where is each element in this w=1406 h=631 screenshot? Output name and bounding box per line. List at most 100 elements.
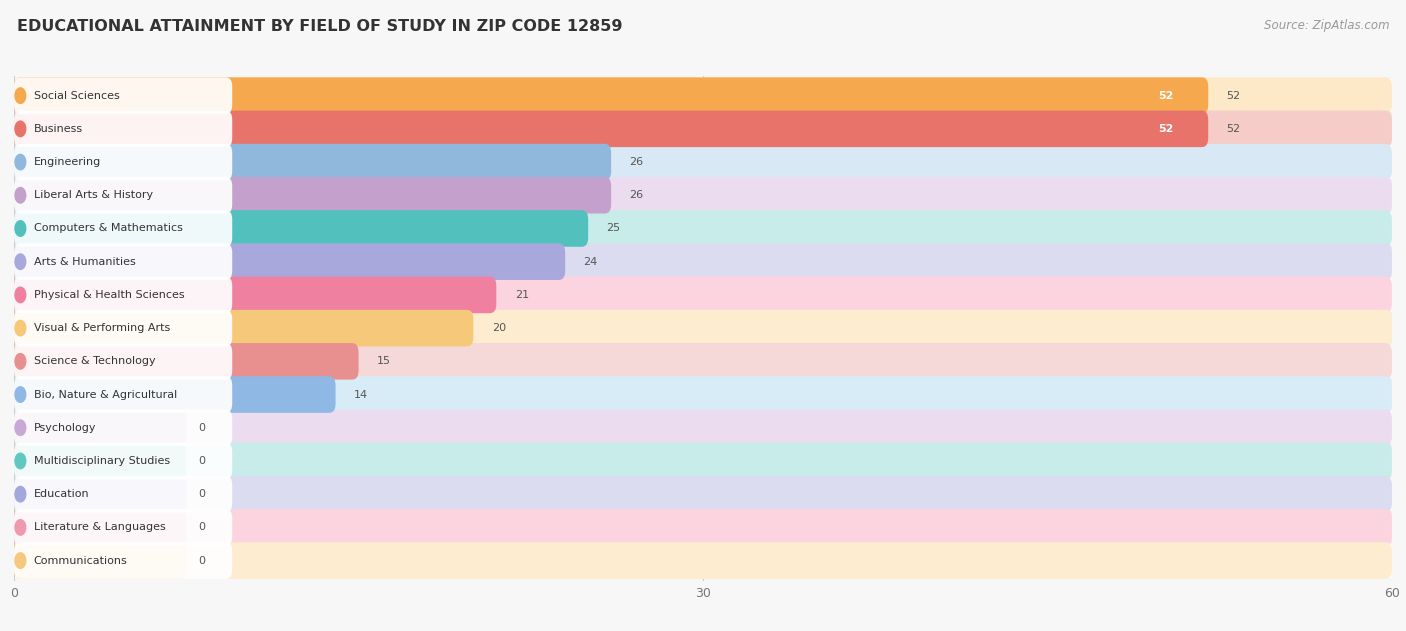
Text: 26: 26 [630,191,644,200]
Text: EDUCATIONAL ATTAINMENT BY FIELD OF STUDY IN ZIP CODE 12859: EDUCATIONAL ATTAINMENT BY FIELD OF STUDY… [17,19,623,34]
Circle shape [15,553,25,569]
Text: Science & Technology: Science & Technology [34,357,155,367]
Bar [14,478,1392,510]
FancyBboxPatch shape [14,542,186,579]
FancyBboxPatch shape [14,144,232,180]
FancyBboxPatch shape [14,276,1392,313]
FancyBboxPatch shape [14,410,232,446]
Bar [14,444,1392,478]
Text: 15: 15 [377,357,391,367]
FancyBboxPatch shape [14,78,1208,114]
FancyBboxPatch shape [14,443,232,479]
FancyBboxPatch shape [14,443,1392,479]
FancyBboxPatch shape [14,476,1392,512]
Text: 52: 52 [1226,91,1240,101]
Circle shape [15,88,25,103]
FancyBboxPatch shape [14,376,232,413]
FancyBboxPatch shape [14,443,186,479]
FancyBboxPatch shape [14,310,474,346]
FancyBboxPatch shape [14,310,232,346]
FancyBboxPatch shape [14,542,1392,579]
Circle shape [15,453,25,469]
Text: 20: 20 [492,323,506,333]
Circle shape [15,487,25,502]
FancyBboxPatch shape [14,78,232,114]
Text: Social Sciences: Social Sciences [34,91,120,101]
FancyBboxPatch shape [14,110,1208,147]
Circle shape [15,187,25,203]
Text: 0: 0 [198,456,205,466]
Text: Arts & Humanities: Arts & Humanities [34,257,135,267]
Circle shape [15,121,25,137]
Text: 52: 52 [1226,124,1240,134]
Circle shape [15,221,25,236]
Bar [14,544,1392,577]
Text: Computers & Mathematics: Computers & Mathematics [34,223,183,233]
Text: 0: 0 [198,423,205,433]
Text: Engineering: Engineering [34,157,101,167]
FancyBboxPatch shape [14,410,1392,446]
FancyBboxPatch shape [14,177,232,213]
Circle shape [15,353,25,369]
FancyBboxPatch shape [14,78,1392,114]
FancyBboxPatch shape [14,343,359,380]
Bar [14,112,1392,146]
FancyBboxPatch shape [14,177,612,213]
Text: 21: 21 [515,290,529,300]
Circle shape [15,254,25,269]
FancyBboxPatch shape [14,244,232,280]
FancyBboxPatch shape [14,210,588,247]
Bar [14,411,1392,444]
Bar [14,245,1392,278]
Text: Communications: Communications [34,555,128,565]
FancyBboxPatch shape [14,542,232,579]
Text: 25: 25 [606,223,620,233]
FancyBboxPatch shape [14,110,1392,147]
Text: Psychology: Psychology [34,423,96,433]
FancyBboxPatch shape [14,244,565,280]
Text: Bio, Nature & Agricultural: Bio, Nature & Agricultural [34,389,177,399]
Bar [14,312,1392,345]
Text: Business: Business [34,124,83,134]
FancyBboxPatch shape [14,144,612,180]
Bar [14,79,1392,112]
FancyBboxPatch shape [14,509,232,546]
Text: Liberal Arts & History: Liberal Arts & History [34,191,153,200]
FancyBboxPatch shape [14,509,186,546]
Text: 24: 24 [583,257,598,267]
Bar [14,179,1392,212]
Bar [14,212,1392,245]
FancyBboxPatch shape [14,276,232,313]
Circle shape [15,321,25,336]
Text: 14: 14 [354,389,368,399]
FancyBboxPatch shape [14,144,1392,180]
Circle shape [15,287,25,303]
Circle shape [15,387,25,403]
FancyBboxPatch shape [14,376,336,413]
Text: 52: 52 [1159,124,1174,134]
Text: Multidisciplinary Studies: Multidisciplinary Studies [34,456,170,466]
FancyBboxPatch shape [14,343,232,380]
Text: Source: ZipAtlas.com: Source: ZipAtlas.com [1264,19,1389,32]
FancyBboxPatch shape [14,177,1392,213]
Text: Education: Education [34,489,89,499]
Circle shape [15,519,25,535]
FancyBboxPatch shape [14,244,1392,280]
FancyBboxPatch shape [14,343,1392,380]
Bar [14,510,1392,544]
Circle shape [15,420,25,435]
Text: Physical & Health Sciences: Physical & Health Sciences [34,290,184,300]
Bar [14,345,1392,378]
FancyBboxPatch shape [14,210,232,247]
Bar [14,378,1392,411]
FancyBboxPatch shape [14,476,232,512]
Text: 0: 0 [198,489,205,499]
FancyBboxPatch shape [14,310,1392,346]
Bar [14,146,1392,179]
Text: 0: 0 [198,555,205,565]
Text: 0: 0 [198,522,205,533]
FancyBboxPatch shape [14,476,186,512]
FancyBboxPatch shape [14,410,186,446]
Circle shape [15,155,25,170]
Text: Visual & Performing Arts: Visual & Performing Arts [34,323,170,333]
